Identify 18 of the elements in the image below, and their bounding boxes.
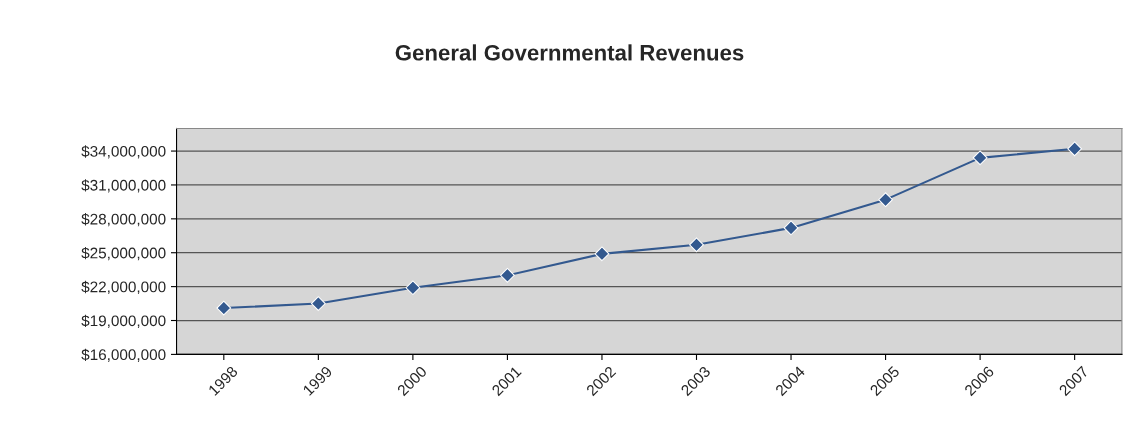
point (783, 220, 799, 236)
point (310, 296, 326, 311)
point (878, 192, 893, 208)
y-tick-label: $25,000,000 (81, 246, 166, 261)
y-tick-label: $22,000,000 (81, 280, 166, 295)
point (216, 300, 232, 316)
y-tick-label: $16,000,000 (81, 348, 166, 362)
point (1067, 141, 1083, 157)
y-tick-label: $28,000,000 (81, 213, 166, 227)
point (405, 280, 421, 296)
y-tick-label: $19,000,000 (81, 314, 166, 328)
point (689, 237, 704, 253)
point (500, 267, 515, 283)
y-tick-label: $34,000,000 (81, 145, 166, 159)
point (972, 150, 988, 166)
point (594, 246, 610, 262)
y-tick-label: $31,000,000 (81, 179, 166, 193)
chart-title: General Governmental Revenues (395, 44, 744, 61)
